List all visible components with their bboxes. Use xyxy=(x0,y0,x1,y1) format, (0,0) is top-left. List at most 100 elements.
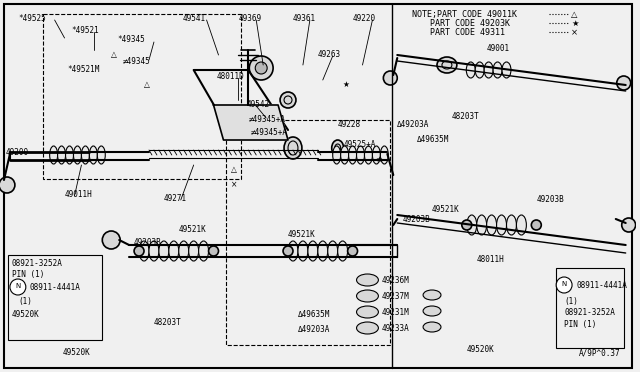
Text: *49345: *49345 xyxy=(117,35,145,44)
Ellipse shape xyxy=(476,62,484,78)
Text: 49520K: 49520K xyxy=(63,348,90,357)
Circle shape xyxy=(621,218,636,232)
Ellipse shape xyxy=(349,146,356,164)
Text: 49525+A: 49525+A xyxy=(344,140,376,149)
Circle shape xyxy=(280,92,296,108)
Text: ★: ★ xyxy=(342,80,349,89)
Text: *49521M: *49521M xyxy=(68,65,100,74)
Ellipse shape xyxy=(516,215,526,235)
Ellipse shape xyxy=(502,62,511,78)
Text: Δ49203A: Δ49203A xyxy=(298,325,330,334)
Text: *49525: *49525 xyxy=(18,14,45,23)
Text: 49220: 49220 xyxy=(353,14,376,23)
Text: 49521K: 49521K xyxy=(288,230,316,239)
Circle shape xyxy=(531,220,541,230)
Circle shape xyxy=(250,56,273,80)
Ellipse shape xyxy=(437,57,457,73)
Text: 48203T: 48203T xyxy=(452,112,479,121)
Text: *49521: *49521 xyxy=(72,26,99,35)
Circle shape xyxy=(102,231,120,249)
Ellipse shape xyxy=(65,146,74,164)
Circle shape xyxy=(283,246,293,256)
Text: 08911-4441A: 08911-4441A xyxy=(576,281,627,290)
Text: 08911-4441A: 08911-4441A xyxy=(30,283,81,292)
Text: 49203B: 49203B xyxy=(134,238,162,247)
Text: A/9P^0.37: A/9P^0.37 xyxy=(579,349,621,358)
Ellipse shape xyxy=(308,241,318,261)
Ellipse shape xyxy=(356,274,378,286)
Ellipse shape xyxy=(189,241,198,261)
Text: PART CODE 49311: PART CODE 49311 xyxy=(430,28,505,37)
Text: 49228: 49228 xyxy=(338,120,361,129)
Ellipse shape xyxy=(288,241,298,261)
Text: ×: × xyxy=(571,28,578,37)
Text: Δ49203A: Δ49203A xyxy=(397,120,429,129)
Text: (1): (1) xyxy=(18,297,32,306)
Text: 49231M: 49231M xyxy=(381,308,409,317)
Text: 49200: 49200 xyxy=(6,148,29,157)
Ellipse shape xyxy=(298,241,308,261)
Ellipse shape xyxy=(423,322,441,332)
Ellipse shape xyxy=(50,146,58,164)
Text: 48011D: 48011D xyxy=(216,72,244,81)
Circle shape xyxy=(134,246,144,256)
Text: 49011H: 49011H xyxy=(65,190,92,199)
Text: Δ49635M: Δ49635M xyxy=(417,135,449,144)
Ellipse shape xyxy=(356,306,378,318)
Text: 49520K: 49520K xyxy=(12,310,40,319)
Ellipse shape xyxy=(506,215,516,235)
Text: 49541: 49541 xyxy=(183,14,206,23)
Ellipse shape xyxy=(328,241,338,261)
Text: 49520K: 49520K xyxy=(467,345,495,354)
Ellipse shape xyxy=(139,241,149,261)
Text: 49542: 49542 xyxy=(246,100,269,109)
Ellipse shape xyxy=(179,241,189,261)
Text: 49521K: 49521K xyxy=(179,225,207,234)
Circle shape xyxy=(617,76,630,90)
Text: ★: ★ xyxy=(571,19,579,28)
Ellipse shape xyxy=(338,241,348,261)
Text: △: △ xyxy=(571,10,577,19)
Text: 49521K: 49521K xyxy=(432,205,460,214)
Ellipse shape xyxy=(380,146,388,164)
Ellipse shape xyxy=(159,241,169,261)
Polygon shape xyxy=(214,105,288,140)
Circle shape xyxy=(383,71,397,85)
Bar xyxy=(556,268,624,348)
Ellipse shape xyxy=(467,215,477,235)
Ellipse shape xyxy=(333,146,340,164)
Ellipse shape xyxy=(58,146,65,164)
Bar xyxy=(43,14,241,179)
Text: 08921-3252A: 08921-3252A xyxy=(12,259,63,268)
Text: ≠49345+A: ≠49345+A xyxy=(248,115,285,124)
Ellipse shape xyxy=(318,241,328,261)
Text: 49233A: 49233A xyxy=(381,324,409,333)
Circle shape xyxy=(10,279,26,295)
Ellipse shape xyxy=(356,290,378,302)
Circle shape xyxy=(462,220,472,230)
Text: 48203T: 48203T xyxy=(154,318,182,327)
Ellipse shape xyxy=(467,62,476,78)
Text: ★: ★ xyxy=(376,155,382,164)
Text: Δ49635M: Δ49635M xyxy=(298,310,330,319)
Ellipse shape xyxy=(372,146,380,164)
Ellipse shape xyxy=(284,137,302,159)
Ellipse shape xyxy=(365,146,372,164)
Ellipse shape xyxy=(332,140,344,156)
Text: PIN (1): PIN (1) xyxy=(12,270,44,279)
Circle shape xyxy=(0,177,15,193)
Ellipse shape xyxy=(356,146,365,164)
Ellipse shape xyxy=(169,241,179,261)
Circle shape xyxy=(209,246,218,256)
Ellipse shape xyxy=(198,241,209,261)
Circle shape xyxy=(255,62,267,74)
Text: ≠49345: ≠49345 xyxy=(123,57,151,66)
Text: PIN (1): PIN (1) xyxy=(564,320,596,329)
Text: ≠49345+A: ≠49345+A xyxy=(250,128,287,137)
Ellipse shape xyxy=(484,62,493,78)
Ellipse shape xyxy=(423,306,441,316)
Ellipse shape xyxy=(497,215,506,235)
Ellipse shape xyxy=(74,146,81,164)
Ellipse shape xyxy=(356,322,378,334)
Text: 49001: 49001 xyxy=(486,44,510,53)
